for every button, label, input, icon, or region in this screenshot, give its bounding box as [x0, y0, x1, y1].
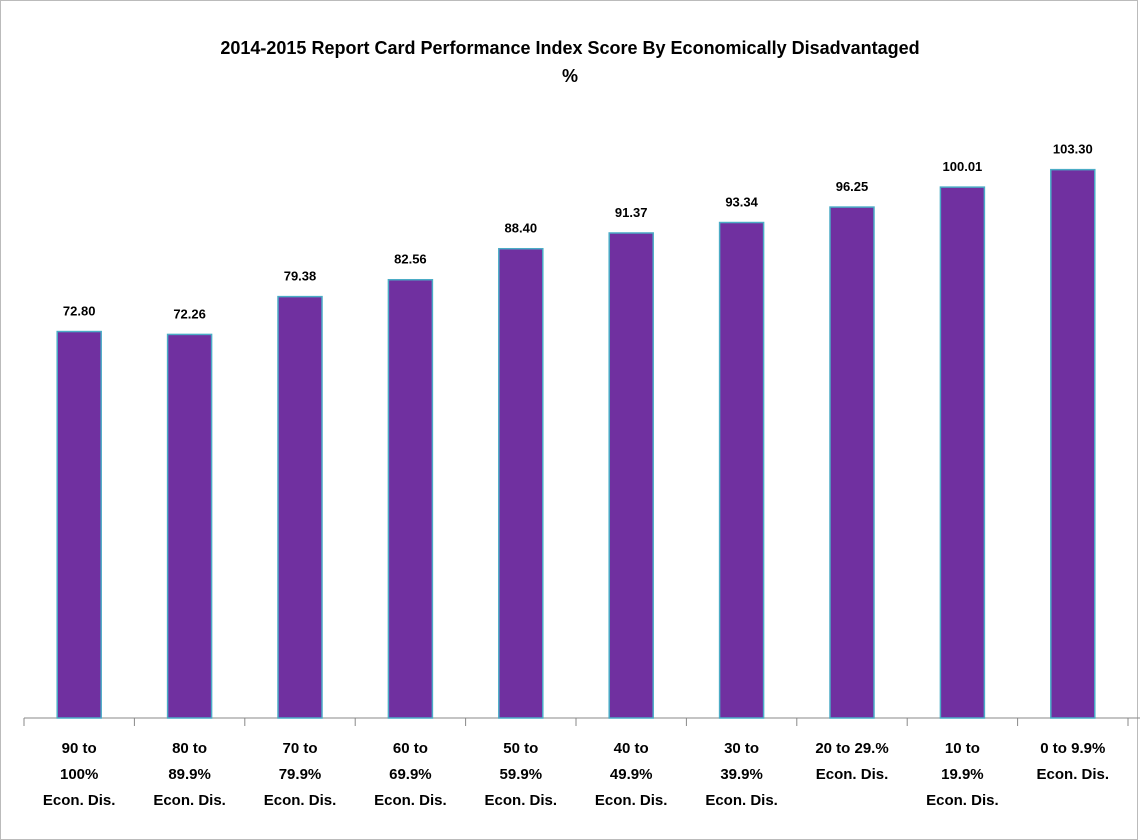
data-label: 72.26 [173, 306, 206, 321]
bar [829, 206, 875, 719]
data-label: 96.25 [836, 179, 869, 194]
data-label: 103.30 [1053, 142, 1093, 157]
bar [277, 295, 323, 719]
bar [498, 247, 544, 719]
x-tick-label: 90 to 100% Econ. Dis. [42, 740, 116, 809]
x-tick-label: 40 to 49.9% Econ. Dis. [594, 740, 668, 809]
data-label: 91.37 [615, 205, 648, 220]
chart-title: 2014-2015 Report Card Performance Index … [220, 38, 920, 86]
bar [608, 232, 654, 719]
data-label: 88.40 [505, 221, 538, 236]
bar [56, 330, 102, 719]
bar [1050, 168, 1096, 719]
bar [718, 221, 765, 719]
x-tick-label: 70 to 79.9% Econ. Dis. [263, 740, 337, 809]
x-tick-label: 80 to 89.9% Econ. Dis. [153, 740, 226, 809]
bar [166, 333, 213, 719]
x-tick-label: 50 to 59.9% Econ. Dis. [484, 740, 558, 809]
x-tick-label: 20 to 29.% Econ. Dis. [815, 740, 889, 783]
bar [387, 278, 434, 719]
x-tick-label: 60 to 69.9% Econ. Dis. [374, 740, 447, 809]
bar [939, 186, 986, 719]
data-label: 79.38 [284, 269, 317, 284]
data-label: 72.80 [63, 304, 96, 319]
data-label: 100.01 [943, 159, 983, 174]
x-tick-label: 30 to 39.9% Econ. Dis. [705, 740, 778, 809]
x-tick-label: 10 to 19.9% Econ. Dis. [926, 740, 999, 809]
data-label: 93.34 [725, 195, 758, 210]
x-tick-label: 0 to 9.9% Econ. Dis. [1036, 740, 1110, 783]
data-label: 82.56 [394, 252, 427, 267]
